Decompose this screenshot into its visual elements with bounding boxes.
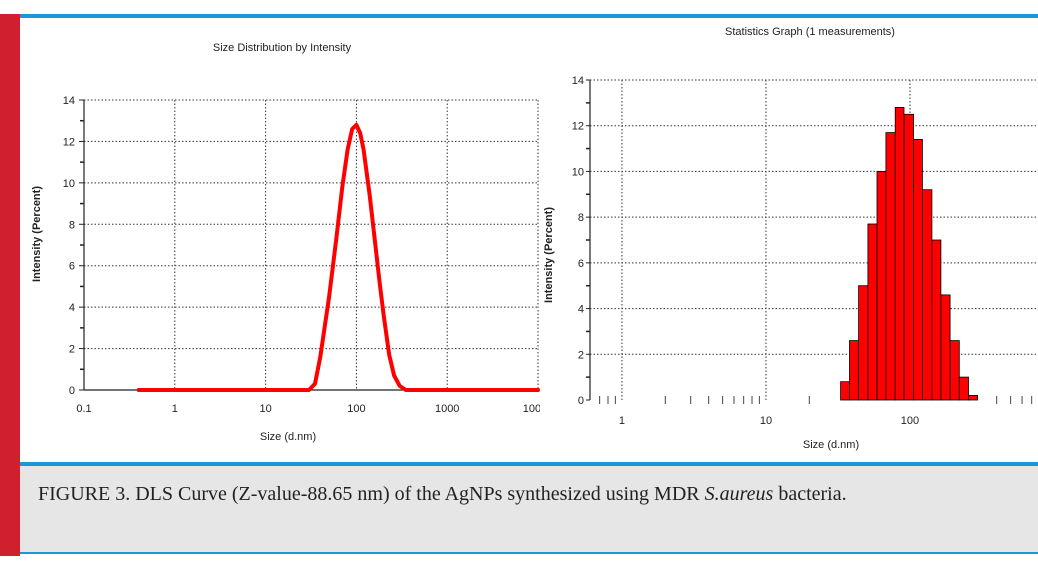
caption-prefix: FIGURE 3. DLS Curve (Z-value-88.65 nm) o…: [38, 483, 705, 505]
chart1-xtick-label: 0.1: [76, 403, 91, 415]
chart2-bar: [840, 381, 850, 401]
chart1-series-line: [136, 122, 540, 392]
chart1-ytick-label: 2: [69, 344, 75, 356]
chart1-ytick-label: 10: [63, 178, 75, 190]
bottom-rule: [20, 552, 1038, 554]
caption-box: FIGURE 3. DLS Curve (Z-value-88.65 nm) o…: [20, 466, 1038, 552]
chart1-xlabel: Size (d.nm): [260, 431, 316, 443]
chart2-title: Statistics Graph (1 measurements): [725, 26, 895, 38]
chart2-bar: [913, 139, 923, 401]
chart1-xtick-label: 100: [347, 403, 365, 415]
chart2-ytick-label: 10: [572, 166, 584, 178]
chart1-ytick-label: 0: [69, 385, 75, 397]
chart1-title: Size Distribution by Intensity: [213, 42, 352, 54]
top-rule: [20, 14, 1038, 18]
chart2-bar: [940, 294, 951, 401]
figure-caption: FIGURE 3. DLS Curve (Z-value-88.65 nm) o…: [38, 480, 1038, 508]
chart2-ytick-label: 12: [572, 121, 584, 133]
chart2-bar: [894, 107, 905, 401]
chart2-bar: [921, 189, 933, 401]
chart2-bar: [885, 132, 896, 401]
chart2-ytick-label: 2: [578, 349, 584, 361]
chart2-xlabel: Size (d.nm): [803, 439, 859, 451]
statistics-chart: Statistics Graph (1 measurements) Intens…: [543, 26, 1038, 451]
chart2-ytick-label: 0: [578, 395, 584, 407]
chart1-ytick-label: 4: [69, 302, 75, 314]
chart2-ytick-label: 8: [578, 212, 584, 224]
chart2-bar: [958, 376, 969, 401]
chart2-xtick-label: 10: [760, 415, 772, 427]
chart2-ytick-label: 14: [572, 75, 584, 87]
chart2-xtick-label: 1: [619, 415, 625, 427]
caption-suffix: bacteria.: [773, 483, 847, 505]
chart2-bar: [931, 239, 942, 401]
chart1-xtick-label: 1000: [435, 403, 459, 415]
chart1-ytick-label: 12: [63, 136, 75, 148]
caption-species: S.aureus: [704, 483, 774, 505]
chart1-ytick-label: 6: [69, 261, 75, 273]
chart2-bar: [903, 113, 915, 401]
chart2-xtick-label: 100: [901, 415, 919, 427]
chart2-bar: [858, 285, 869, 401]
chart2-ylabel: Intensity (Percent): [543, 207, 555, 303]
chart2-ytick-label: 4: [578, 304, 584, 316]
chart2-bar: [876, 170, 887, 401]
chart1-ylabel: Intensity (Percent): [31, 186, 43, 282]
chart1-ytick-label: 14: [63, 95, 75, 107]
caption-rule: [20, 462, 1038, 466]
figure-panel: Size Distribution by Intensity Intensity…: [20, 18, 1038, 462]
size-distribution-chart: Size Distribution by Intensity Intensity…: [31, 42, 540, 443]
chart2-bar: [968, 394, 979, 401]
chart1-ytick-label: 8: [69, 219, 75, 231]
chart2-bar: [949, 340, 960, 401]
chart1-xtick-label: 10000: [523, 403, 540, 415]
chart2-bar: [867, 223, 878, 401]
chart2-bar: [849, 340, 860, 401]
chart1-xtick-label: 10: [259, 403, 271, 415]
chart1-xtick-label: 1: [172, 403, 178, 415]
chart2-ytick-label: 6: [578, 258, 584, 270]
accent-bar: [0, 14, 20, 556]
